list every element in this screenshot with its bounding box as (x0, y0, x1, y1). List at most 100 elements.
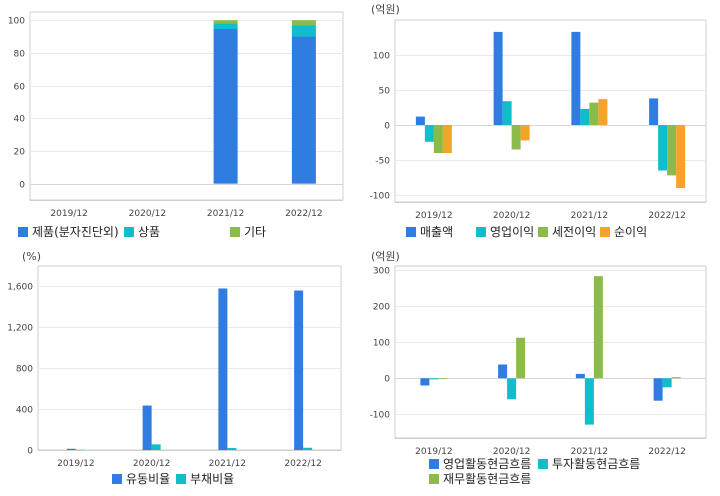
chart3-legend-swatch (112, 474, 122, 484)
chart4-legend-item[interactable]: 영업활동현금흐름 (429, 457, 531, 471)
chart3-y-tick-label: 0 (27, 447, 33, 457)
chart4-y-tick-label: 0 (384, 375, 390, 385)
chart1-y-tick-label: 80 (14, 50, 26, 60)
chart1-legend-label: 상품 (138, 225, 160, 239)
chart4-legend-swatch (429, 474, 439, 484)
chart3-x-tick-label: 2021/12 (209, 459, 246, 469)
chart4-legend-item[interactable]: 투자활동현금흐름 (538, 457, 640, 471)
chart2-legend-swatch (476, 227, 486, 237)
chart2-bar-4-2[interactable] (520, 125, 530, 141)
chart2-legend-item[interactable]: 순이익 (600, 225, 647, 239)
chart2-bar-4-3[interactable] (598, 99, 608, 125)
chart2-bar-3-1[interactable] (433, 125, 443, 153)
chart4-bar-3-4[interactable] (671, 377, 681, 379)
chart4-y-tick-label: 100 (373, 339, 390, 349)
chart4-bar-1-4[interactable] (653, 378, 663, 401)
chart4-x-tick-label: 2019/12 (415, 447, 452, 457)
chart2-bar-2-2[interactable] (502, 101, 512, 125)
chart2-legend-label: 영업이익 (490, 225, 534, 239)
chart2-bar-1-4[interactable] (649, 98, 659, 125)
chart3-y-tick-label: 1,200 (7, 324, 33, 334)
chart4-legend-label: 투자활동현금흐름 (552, 457, 640, 471)
chart2-legend-item[interactable]: 매출액 (406, 225, 453, 239)
chart4-bar-3-2[interactable] (516, 337, 526, 379)
chart1-bar-1-3[interactable] (213, 29, 238, 184)
chart4-legend-label: 영업활동현금흐름 (443, 457, 531, 471)
chart2-unit-label: (억원) (371, 3, 400, 16)
chart2-x-tick-label: 2020/12 (493, 211, 530, 221)
chart1-x-tick-label: 2021/12 (207, 209, 244, 219)
chart4-bar-3-1[interactable] (438, 378, 448, 380)
chart2-x-tick-label: 2019/12 (415, 211, 452, 221)
chart2-y-tick-label: 0 (384, 122, 390, 132)
chart1-legend-item[interactable]: 기타 (230, 225, 266, 239)
chart1-y-tick-label: 100 (8, 17, 25, 27)
chart1-bar-2-3[interactable] (213, 23, 238, 30)
chart1-bar-2-4[interactable] (291, 25, 316, 37)
chart3-legend-swatch (176, 474, 186, 484)
chart3-legend-item[interactable]: 부채비율 (176, 472, 234, 486)
chart4-bar-2-3[interactable] (584, 378, 594, 425)
chart4-legend-item[interactable]: 재무활동현금흐름 (429, 472, 531, 486)
chart2-bar-3-3[interactable] (589, 102, 599, 125)
chart2-bar-2-4[interactable] (658, 125, 668, 171)
chart3-bar-2-4[interactable] (303, 447, 313, 450)
chart2-x-tick-label: 2021/12 (571, 211, 608, 221)
chart1-x-tick-label: 2019/12 (50, 209, 87, 219)
chart1-x-tick-label: 2022/12 (285, 209, 322, 219)
chart2-y-tick-label: 50 (379, 87, 391, 97)
chart4-bar-3-3[interactable] (593, 276, 603, 379)
chart4: -100 0 100 200 300 2019/12 2020/12 2021/12 2022/… (370, 250, 707, 486)
chart1: 0 20 40 60 80 100 2019/12 2020/12 2021/12 2022/12… (8, 11, 344, 239)
chart4-bar-1-2[interactable] (498, 364, 508, 379)
chart1-legend-swatch (18, 227, 28, 237)
chart4-bar-2-2[interactable] (507, 378, 517, 400)
chart3-bar-1-4[interactable] (294, 290, 304, 450)
chart2-legend-label: 매출액 (420, 225, 453, 239)
chart2-legend-swatch (406, 227, 416, 237)
chart3-x-tick-label: 2019/12 (57, 459, 94, 469)
chart2-bar-3-2[interactable] (511, 125, 521, 150)
chart1-bar-3-3[interactable] (213, 20, 238, 24)
chart1-bar-1-4[interactable] (291, 36, 316, 184)
chart1-legend-label: 제품(분자진단외) (32, 225, 119, 239)
chart2-bar-3-4[interactable] (667, 125, 677, 176)
chart2-legend-swatch (600, 227, 610, 237)
chart4-x-tick-label: 2020/12 (493, 447, 530, 457)
chart3-plot-area (37, 265, 342, 451)
chart1-y-tick-label: 0 (19, 181, 25, 191)
chart1-y-tick-label: 40 (14, 115, 26, 125)
chart2-bar-4-4[interactable] (676, 125, 686, 188)
chart2-legend-item[interactable]: 세전이익 (538, 225, 596, 239)
chart2-bar-1-1[interactable] (415, 116, 425, 125)
chart1-legend-item[interactable]: 상품 (124, 225, 160, 239)
chart2-x-tick-label: 2022/12 (648, 211, 685, 221)
chart2-y-tick-label: -50 (375, 157, 390, 167)
chart3-bar-2-3[interactable] (227, 447, 237, 450)
chart2-legend-swatch (538, 227, 548, 237)
chart3-bar-2-2[interactable] (151, 444, 161, 450)
chart3-legend-item[interactable]: 유동비율 (112, 472, 170, 486)
chart3-y-tick-label: 1,600 (7, 283, 33, 293)
chart4-bar-1-3[interactable] (575, 373, 585, 379)
chart2-bar-4-1[interactable] (442, 125, 452, 153)
chart1-legend-swatch (230, 227, 240, 237)
chart3-x-tick-label: 2022/12 (284, 459, 321, 469)
chart4-bar-2-1[interactable] (429, 378, 439, 380)
chart3-bar-1-1[interactable] (66, 448, 76, 450)
chart2-bar-2-3[interactable] (580, 108, 590, 125)
chart4-x-tick-label: 2021/12 (571, 447, 608, 457)
chart3-bar-1-2[interactable] (142, 405, 152, 450)
chart4-y-tick-label: 200 (373, 303, 390, 313)
chart1-legend-item[interactable]: 제품(분자진단외) (18, 225, 119, 239)
chart2-bar-2-1[interactable] (424, 125, 434, 142)
chart3-bar-1-3[interactable] (218, 288, 228, 450)
chart2-bar-1-2[interactable] (493, 31, 503, 125)
chart2-legend-item[interactable]: 영업이익 (476, 225, 534, 239)
chart1-bar-3-4[interactable] (291, 20, 316, 26)
chart4-bar-1-1[interactable] (420, 378, 430, 386)
chart4-bar-2-4[interactable] (662, 378, 672, 388)
chart2-bar-1-3[interactable] (571, 31, 581, 125)
chart3-legend-label: 부채비율 (190, 472, 234, 486)
